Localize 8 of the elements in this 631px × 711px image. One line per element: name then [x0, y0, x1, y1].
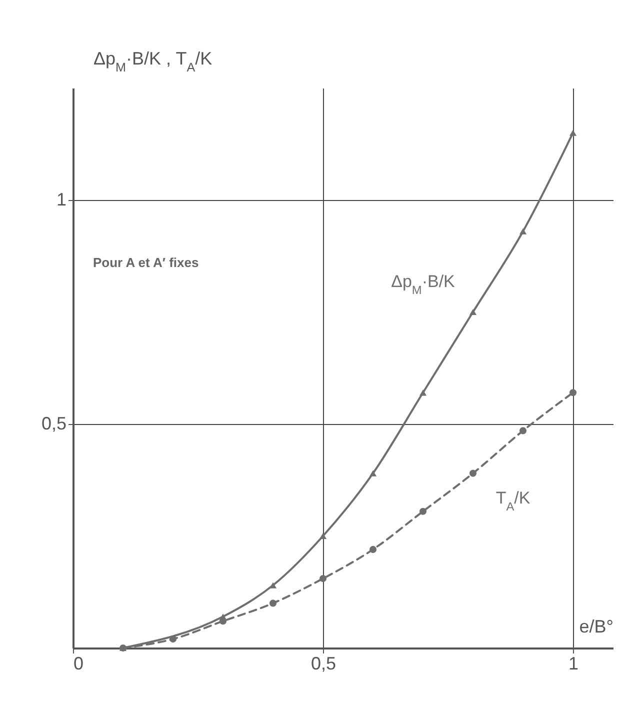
annotation: Pour A et A′ fixes: [93, 255, 199, 270]
y-axis-title: Δp$_{M}$·B/K , T$_{A}$/K: [94, 48, 212, 74]
x-tick-label: 0,5: [310, 654, 336, 674]
x-tick-label: 0: [74, 654, 84, 674]
series-label: Δp$_{M}$·B/K: [391, 272, 456, 297]
x-axis-title: e/B°: [579, 616, 614, 636]
x-tick-label: 1: [568, 654, 579, 674]
series-label: T$_{A}$/K: [496, 488, 531, 514]
